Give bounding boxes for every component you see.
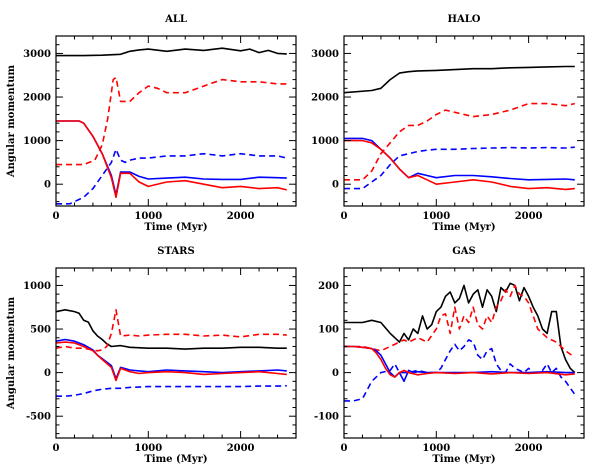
panel-stars: STARS Time (Myr) Angular momentum 0 1000 2… [6,246,297,465]
y-tick-label: 0 [332,368,339,379]
series-line-1 [56,76,287,166]
y-tick-label: -100 [314,412,339,423]
series-line-1 [344,102,575,181]
x-tick-label: 2000 [515,443,543,454]
chart-title: ALL [164,14,187,25]
x-axis-label: Time (Myr) [144,222,207,233]
series-line-0 [55,308,287,350]
panel-halo: HALO Time (Myr) 0 1000 2000 0 1000 2000 3000 [311,14,585,233]
x-tick-label: 1000 [422,211,450,222]
series-line-4 [56,120,287,199]
x-tick-label: 2000 [515,211,543,222]
y-tick-label: 1000 [23,281,51,292]
x-tick-label: 1000 [134,443,162,454]
y-axis-label: Angular momentum [6,296,17,410]
y-tick-label: 0 [332,180,339,191]
plot-frame [55,267,297,439]
series-line-3 [344,345,575,383]
series-line-0 [343,65,575,94]
y-tick-label: 2000 [311,93,339,104]
y-tick-label: 2000 [23,93,51,104]
plot-frame [55,35,297,207]
panel-all: ALL Time (Myr) Angular momentum 0 1000 200… [6,14,297,233]
x-tick-label: 2000 [227,211,255,222]
series-line-3 [55,338,287,380]
series-line-4 [344,345,575,378]
panel-gas: GAS Time (Myr) 0 1000 2000 -100 0 100 200 [314,246,585,465]
x-axis-label: Time (Myr) [144,454,207,465]
x-tick-label: 0 [341,211,348,222]
y-tick-label: 1000 [311,136,339,147]
series-line-0 [344,282,576,374]
plot-frame [343,35,585,207]
series-line-2 [56,384,287,397]
chart-title: HALO [448,14,481,25]
y-tick-label: 0 [44,180,51,191]
series-line-1 [344,284,576,359]
y-tick-label: 1000 [23,136,51,147]
series-line-2 [56,148,287,205]
x-tick-label: 1000 [422,443,450,454]
x-axis-label: Time (Myr) [432,454,495,465]
x-tick-label: 0 [53,443,60,454]
x-tick-label: 0 [341,443,348,454]
y-tick-label: 100 [318,325,339,336]
chart-title: GAS [452,246,476,257]
series-line-0 [56,47,287,57]
x-tick-label: 1000 [134,211,162,222]
series-line-2 [344,339,576,402]
y-tick-label: 200 [318,281,339,292]
series-line-4 [344,139,575,191]
chart-title: STARS [157,246,194,257]
y-axis-label: Angular momentum [6,64,17,178]
y-tick-label: 3000 [311,49,339,60]
y-tick-label: -500 [26,412,51,423]
plot-frame [343,267,585,439]
series-line-1 [55,308,287,352]
series-line-4 [55,341,287,382]
y-tick-label: 500 [30,325,51,336]
x-axis-label: Time (Myr) [432,222,495,233]
x-tick-label: 0 [53,211,60,222]
y-tick-label: 0 [44,368,51,379]
series-line-2 [344,146,575,190]
x-tick-label: 2000 [227,443,255,454]
y-tick-label: 3000 [23,49,51,60]
